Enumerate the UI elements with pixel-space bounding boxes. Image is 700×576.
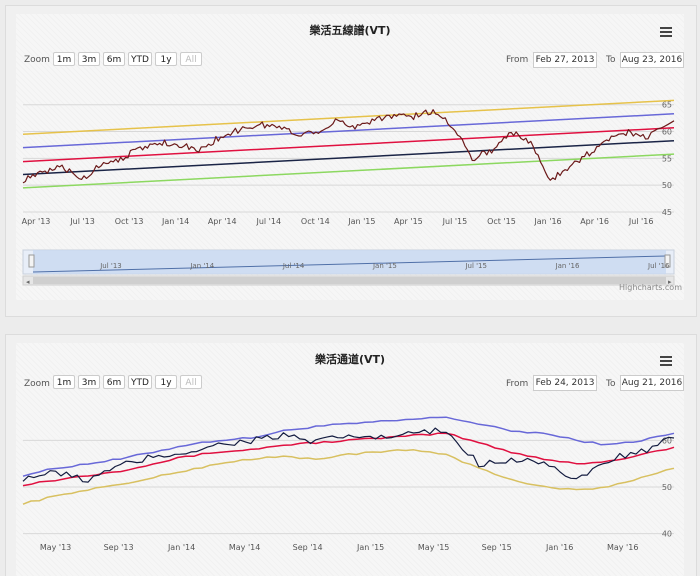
zoom-all-button[interactable]: All [180,375,202,389]
x-tick-label: Jul '14 [255,217,281,226]
x-tick-label: Jan '15 [347,217,375,226]
zoom-ytd-button[interactable]: YTD [128,52,152,66]
navigator-tick-label: Jul '14 [282,262,305,270]
x-tick-label: Oct '15 [487,217,516,226]
x-tick-label: Jul '15 [442,217,468,226]
series-line-price [22,109,675,184]
y-tick-label: 60 [662,436,672,445]
zoom-all-button[interactable]: All [180,52,202,66]
y-tick-label: 45 [662,208,672,217]
zoom-6m-button[interactable]: 6m [103,52,125,66]
x-tick-label: Apr '15 [394,217,423,226]
x-tick-label: Oct '13 [115,217,144,226]
chart-panel-channel: 樂活通道(VT) Zoom 1m 3m 6m YTD 1y All From F… [5,334,697,576]
zoom-1y-button[interactable]: 1y [155,52,177,66]
navigator-tick-label: Jul '16 [647,262,670,270]
navigator-tick-label: Jan '14 [189,262,214,270]
zoom-ytd-button[interactable]: YTD [128,375,152,389]
x-tick-label: Sep '13 [104,543,134,552]
hamburger-menu-icon[interactable] [660,356,672,368]
hamburger-menu-icon[interactable] [660,27,672,39]
navigator-tick-label: Jan '16 [555,262,580,270]
navigator-series-line [32,255,667,273]
five-lines-chart-svg: 45 50 55 60 65 Apr '13 Jul '13 Oct '13 Jan '14 Ap… [22,99,675,286]
zoom-1y-button[interactable]: 1y [155,375,177,389]
series-line-bottom [22,153,675,189]
x-tick-label: Jan '16 [545,543,573,552]
range-from-label: From [506,55,529,65]
range-to-input[interactable]: Aug 23, 2016 [620,52,684,68]
x-tick-label: Sep '15 [482,543,512,552]
navigator-handle-right [664,254,671,268]
x-tick-label: Sep '14 [293,543,323,552]
series-line-upper [22,113,675,149]
zoom-6m-button[interactable]: 6m [103,375,125,389]
chart-title: 樂活五線譜(VT) [309,24,391,37]
x-tick-label: Oct '14 [301,217,330,226]
chart-title: 樂活通道(VT) [314,353,386,366]
channel-chart-svg: 40 50 60 May '13 Sep '13 Jan '14 May '14 Sep '1… [22,416,675,552]
range-from-input[interactable]: Feb 27, 2013 [533,52,597,68]
chart-panel-five-lines: 樂活五線譜(VT) Zoom 1m 3m 6m YTD 1y All From … [5,5,697,317]
chart-area: 樂活通道(VT) Zoom 1m 3m 6m YTD 1y All From F… [16,343,684,576]
series-line-band_price [22,427,675,483]
zoom-label: Zoom [24,55,50,65]
x-tick-label: May '13 [40,543,71,552]
y-tick-label: 40 [662,530,672,539]
range-from-label: From [506,379,529,389]
x-tick-label: May '14 [229,543,260,552]
series-line-band_upper [22,416,675,477]
x-tick-label: Jan '14 [167,543,195,552]
zoom-3m-button[interactable]: 3m [78,52,100,66]
zoom-1m-button[interactable]: 1m [53,375,75,389]
range-to-label: To [606,55,616,65]
y-tick-label: 50 [662,181,672,190]
x-tick-label: Jul '13 [69,217,95,226]
x-tick-label: Jan '14 [161,217,189,226]
zoom-label: Zoom [24,379,50,389]
range-from-input[interactable]: Feb 24, 2013 [533,375,597,391]
x-tick-label: Jan '15 [356,543,384,552]
x-tick-label: Apr '16 [580,217,609,226]
x-tick-label: Apr '14 [208,217,237,226]
highcharts-credit[interactable]: Highcharts.com [619,283,682,292]
chart-area: 樂活五線譜(VT) Zoom 1m 3m 6m YTD 1y All From … [16,14,684,300]
x-tick-label: Jul '16 [628,217,654,226]
navigator-handle-left [28,254,35,268]
x-tick-label: May '15 [418,543,449,552]
x-tick-label: Apr '13 [22,217,51,226]
series-line-band_mid [22,432,675,487]
scroll-right-icon: ▸ [668,278,672,286]
series-line-top [22,99,675,135]
y-tick-label: 55 [662,154,672,163]
y-tick-label: 60 [662,128,672,137]
x-tick-label: Jan '16 [533,217,561,226]
y-tick-label: 65 [662,101,672,110]
range-to-label: To [606,379,616,389]
series-line-band_lower [22,449,675,505]
navigator-tick-label: Jan '15 [372,262,397,270]
series-line-mid [22,127,675,163]
navigator-selection [33,250,666,274]
x-tick-label: May '16 [607,543,638,552]
navigator-scrollbar-thumb [33,277,666,284]
zoom-1m-button[interactable]: 1m [53,52,75,66]
range-to-input[interactable]: Aug 21, 2016 [620,375,684,391]
scroll-left-icon: ◂ [26,278,30,286]
y-tick-label: 50 [662,483,672,492]
navigator-tick-label: Jul '15 [464,262,487,270]
zoom-3m-button[interactable]: 3m [78,375,100,389]
navigator-tick-label: Jul '13 [99,262,122,270]
series-line-lower [22,139,675,176]
